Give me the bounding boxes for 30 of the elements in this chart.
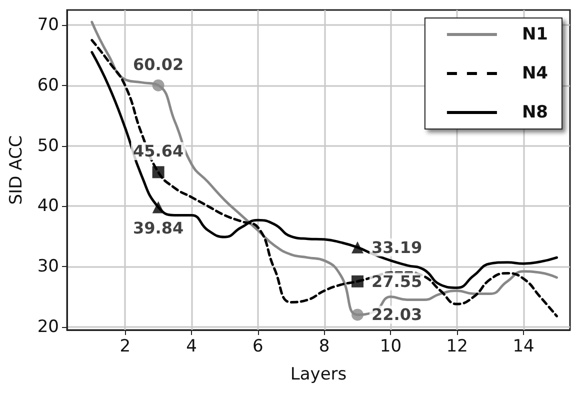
point xyxy=(352,275,364,288)
legend-label: N4 xyxy=(522,64,548,84)
y-tick-label: 20 xyxy=(37,316,59,337)
data-label: 22.03 xyxy=(372,305,422,324)
x-tick-label: 6 xyxy=(252,336,264,356)
data-label: 33.19 xyxy=(372,238,422,257)
y-tick-label: 60 xyxy=(37,75,59,96)
x-tick-label: 4 xyxy=(186,336,197,356)
legend-label: N8 xyxy=(522,102,548,122)
data-label: 60.02 xyxy=(133,54,184,74)
data-label: 45.64 xyxy=(133,142,184,161)
x-tick-label: 12 xyxy=(446,336,468,356)
data-label: 39.84 xyxy=(133,218,184,238)
x-tick-label: 14 xyxy=(512,336,534,356)
x-axis-title: Layers xyxy=(290,364,347,384)
point xyxy=(352,241,364,254)
y-axis-title: SID ACC xyxy=(6,135,26,205)
y-tick-label: 40 xyxy=(37,196,59,216)
x-tick-label: 2 xyxy=(120,336,131,356)
point xyxy=(152,201,164,214)
y-tick-label: 30 xyxy=(37,256,59,277)
point xyxy=(152,79,164,92)
data-label: 27.55 xyxy=(372,272,422,291)
legend-label: N1 xyxy=(522,24,548,44)
x-tick-label: 8 xyxy=(318,336,330,356)
point xyxy=(152,166,164,178)
x-tick-label: 10 xyxy=(380,336,402,356)
point xyxy=(352,308,364,321)
y-tick-label: 50 xyxy=(37,136,59,156)
y-tick-label: 70 xyxy=(37,15,59,36)
